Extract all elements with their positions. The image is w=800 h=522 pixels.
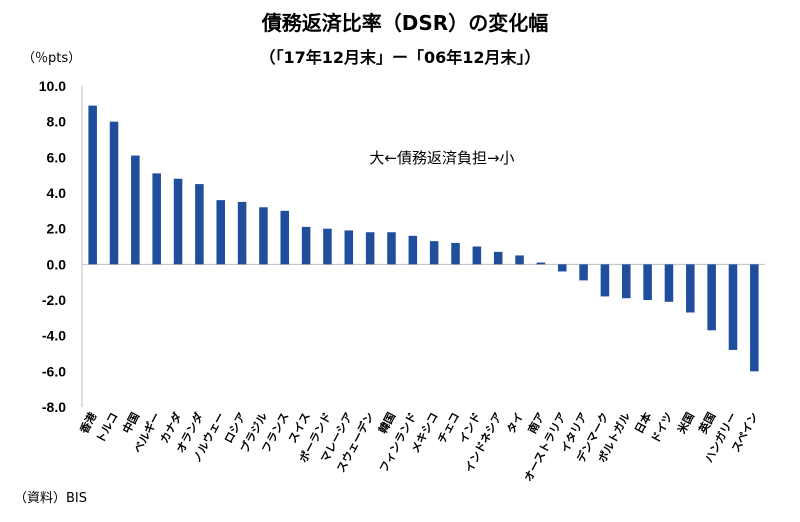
y-tick-label: -8.0	[42, 399, 66, 415]
bar	[237, 201, 247, 265]
bar	[88, 105, 97, 265]
bar	[686, 264, 695, 313]
bar	[728, 264, 738, 350]
x-tick-label: 英国	[695, 410, 718, 437]
bar	[493, 251, 503, 265]
bar	[152, 173, 161, 265]
bars	[88, 105, 759, 372]
bar	[536, 262, 546, 265]
y-tick-label: 6.0	[47, 149, 67, 165]
chart-title: 債務返済比率（DSR）の変化幅	[261, 11, 548, 35]
x-tick-label: 南ア	[525, 410, 548, 436]
bar	[472, 246, 482, 265]
x-tick-label: 日本	[632, 410, 655, 436]
y-tick-label: 2.0	[47, 221, 67, 237]
y-tick-label: -4.0	[42, 328, 66, 344]
bar	[216, 200, 226, 265]
bar	[451, 242, 460, 265]
x-tick-label: 中国	[119, 410, 142, 436]
y-tick-label: 4.0	[47, 185, 67, 201]
bar	[344, 230, 354, 265]
bar	[643, 264, 652, 300]
y-unit-label: （％pts）	[22, 51, 81, 66]
bar	[195, 184, 204, 265]
x-tick-label: 韓国	[375, 410, 398, 436]
y-tick-label: 0.0	[47, 256, 67, 272]
chart-subtitle: （「17年12月末」ー「06年12月末」）	[259, 48, 540, 67]
bar	[707, 264, 716, 331]
bar	[579, 264, 588, 281]
bar	[109, 121, 119, 265]
bar	[408, 235, 418, 265]
bar	[600, 264, 610, 297]
bar	[750, 264, 759, 372]
y-tick-label: 8.0	[47, 114, 67, 130]
x-tick-label: 米国	[674, 410, 697, 437]
bar	[429, 241, 439, 265]
bar	[259, 207, 268, 265]
bar	[387, 232, 396, 265]
bar	[664, 264, 674, 302]
y-tick-label: -6.0	[42, 363, 66, 379]
x-tick-label: トルコ	[94, 410, 121, 445]
y-tick-label: -2.0	[42, 292, 66, 308]
bar	[365, 232, 375, 265]
source-note: （資料）BIS	[14, 491, 87, 506]
bar	[301, 226, 311, 265]
bar	[173, 178, 183, 265]
bar	[557, 264, 567, 272]
y-axis-labels: 10.0 8.0 6.0 4.0 2.0 0.0 -2.0 -4.0 -6.0 -8.0	[39, 78, 66, 415]
burden-annotation: 大←債務返済負担→小	[369, 149, 514, 167]
y-tick-label: 10.0	[39, 78, 66, 94]
bar	[323, 228, 332, 265]
bar	[515, 255, 524, 265]
bar	[621, 264, 631, 299]
bar	[131, 155, 140, 265]
bar	[280, 210, 290, 265]
x-tick-label: タイ	[504, 410, 526, 436]
